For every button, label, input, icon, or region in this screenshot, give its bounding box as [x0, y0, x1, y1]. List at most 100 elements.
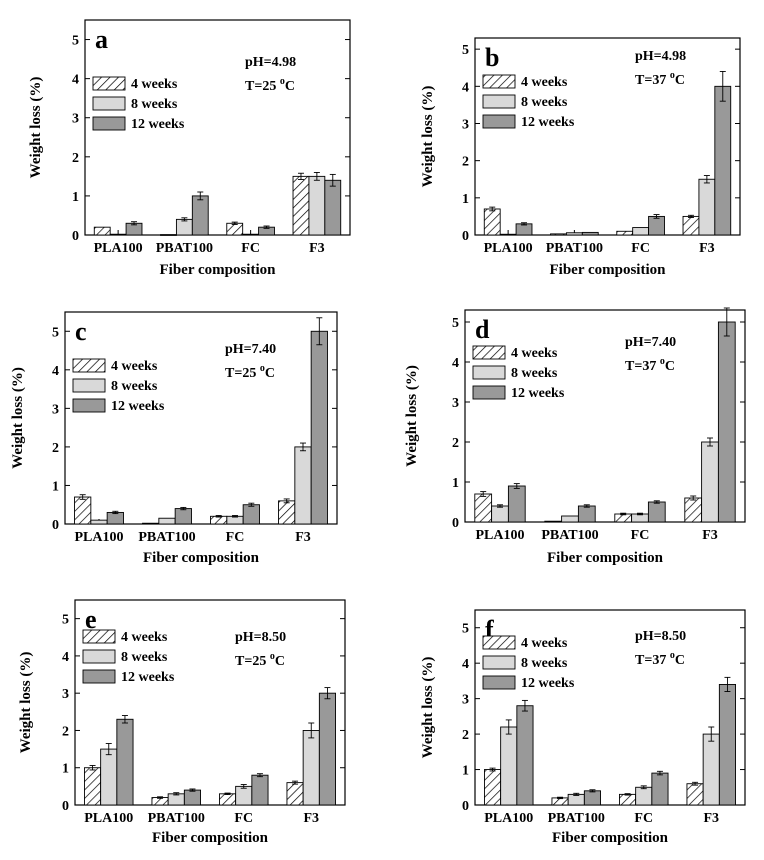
y-tick-label: 5 — [452, 316, 459, 331]
legend-swatch — [92, 96, 126, 111]
bar — [278, 500, 296, 525]
x-tick-label: PBAT100 — [546, 241, 603, 256]
legend-swatch — [82, 629, 116, 644]
x-tick-label: PLA100 — [84, 811, 133, 826]
y-tick-label: 5 — [462, 622, 469, 637]
bar — [516, 705, 534, 806]
bar — [302, 730, 320, 806]
x-tick-label: FC — [631, 241, 650, 256]
legend-swatch — [472, 365, 506, 380]
legend-swatch — [82, 669, 116, 684]
ph-label: pH=4.98 — [635, 49, 686, 64]
legend-label: 12 weeks — [521, 115, 575, 130]
temperature-value: T=37 — [635, 73, 670, 88]
bar — [167, 793, 185, 806]
bar — [583, 790, 601, 806]
y-tick-label: 3 — [72, 112, 79, 127]
bar — [310, 330, 328, 525]
ph-label: pH=8.50 — [635, 629, 686, 644]
y-tick-label: 1 — [52, 479, 59, 494]
legend-label: 12 weeks — [521, 676, 575, 691]
bar — [651, 772, 669, 806]
temperature-label: T=25 oC — [225, 363, 275, 381]
bar — [242, 233, 260, 236]
legend-label: 8 weeks — [131, 97, 178, 112]
y-axis-title: Weight loss (%) — [18, 652, 34, 754]
bar — [251, 774, 269, 806]
legend-label: 12 weeks — [121, 670, 175, 685]
bar — [474, 493, 493, 523]
temperature-unit: C — [675, 73, 685, 88]
y-tick-label: 2 — [462, 728, 469, 743]
y-tick-label: 4 — [72, 73, 79, 88]
temperature-label: T=25 oC — [245, 76, 295, 94]
legend-label: 12 weeks — [131, 117, 185, 132]
bar — [142, 522, 160, 525]
degree-superscript: o — [270, 651, 275, 662]
temperature-label: T=25 oC — [235, 651, 285, 669]
y-tick-label: 0 — [452, 516, 459, 531]
legend-label: 8 weeks — [111, 379, 158, 394]
bar — [698, 178, 716, 236]
bar — [717, 321, 736, 523]
x-tick-label: F3 — [303, 811, 319, 826]
bar — [491, 505, 509, 523]
bar — [561, 515, 579, 523]
y-tick-label: 0 — [72, 229, 79, 244]
y-axis-title: Weight loss (%) — [28, 77, 44, 179]
legend-label: 8 weeks — [521, 95, 568, 110]
x-axis-title: Fiber composition — [547, 550, 664, 566]
bar — [109, 233, 127, 236]
x-axis-title: Fiber composition — [552, 830, 669, 846]
bar — [294, 446, 312, 525]
bar — [684, 497, 703, 523]
legend-swatch — [482, 635, 516, 650]
legend-swatch — [482, 74, 516, 89]
y-tick-label: 3 — [462, 117, 469, 132]
bar — [718, 684, 736, 806]
temperature-value: T=25 — [245, 79, 280, 94]
bar — [483, 208, 501, 236]
y-tick-label: 2 — [52, 441, 59, 456]
legend-swatch — [72, 398, 106, 413]
x-tick-label: FC — [241, 241, 260, 256]
x-tick-label: PBAT100 — [138, 530, 195, 545]
bar — [507, 485, 526, 523]
y-tick-label: 2 — [452, 436, 459, 451]
x-tick-label: F3 — [309, 241, 325, 256]
degree-superscript: o — [670, 70, 675, 81]
y-tick-label: 1 — [72, 190, 79, 205]
chart-panel-a: 0 1 2 3 4 5 PLA100 PBAT100 FC F3 a 4 weeks 8 weeks 12… — [28, 19, 351, 278]
temperature-unit: C — [275, 654, 285, 669]
bar — [701, 441, 719, 523]
ph-label: pH=7.40 — [625, 335, 676, 350]
y-tick-label: 0 — [62, 799, 69, 814]
ph-label: pH=7.40 — [225, 342, 276, 357]
x-tick-label: F3 — [295, 530, 311, 545]
bar — [565, 232, 583, 236]
bar — [577, 505, 596, 523]
y-tick-label: 0 — [462, 229, 469, 244]
bar — [90, 519, 108, 525]
y-tick-label: 5 — [462, 43, 469, 58]
chart-panel-e: 0 1 2 3 4 5 PLA100 PBAT100 FC F3 e 4 weeks 8 weeks 12… — [18, 599, 346, 846]
bar — [616, 230, 634, 236]
panel-letter: e — [85, 605, 97, 634]
bar — [286, 782, 304, 806]
legend-label: 8 weeks — [521, 656, 568, 671]
x-tick-label: PLA100 — [94, 241, 143, 256]
bar — [324, 179, 342, 236]
bar — [100, 748, 118, 806]
chart-panel-f: 0 1 2 3 4 5 PLA100 PBAT100 FC F3 f 4 weeks 8 weeks 12… — [420, 609, 746, 846]
x-axis-title: Fiber composition — [550, 262, 667, 278]
legend-swatch — [92, 116, 126, 131]
legend-label: 4 weeks — [121, 630, 168, 645]
bar — [158, 517, 176, 525]
bar — [648, 215, 665, 236]
bar — [93, 226, 111, 236]
bar — [218, 793, 237, 806]
bar — [635, 786, 653, 806]
legend-swatch — [482, 675, 516, 690]
panel-letter: b — [485, 43, 499, 72]
